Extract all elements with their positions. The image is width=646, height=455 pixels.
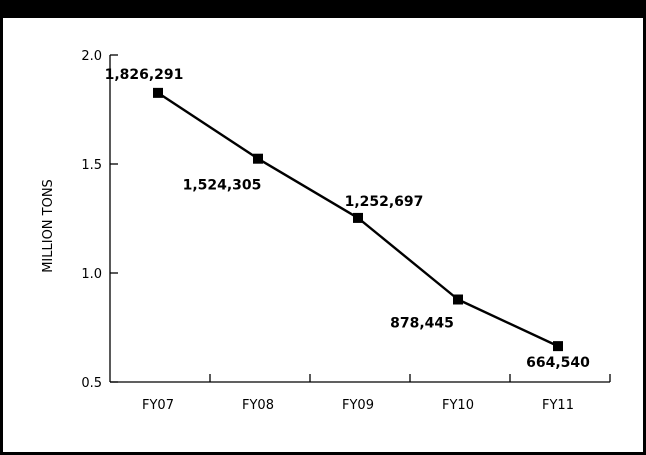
top-bar	[0, 0, 646, 18]
x-tick-label: FY09	[342, 398, 374, 413]
x-tick-label: FY08	[242, 398, 274, 413]
data-point-marker	[553, 341, 563, 352]
data-label: 664,540	[526, 355, 590, 371]
y-ticks: 2.0 1.5 1.0 0.5	[81, 49, 118, 391]
x-tick-label: FY07	[142, 398, 174, 413]
x-tick-label: FY11	[542, 398, 574, 413]
data-label: 1,252,697	[345, 194, 424, 210]
y-tick-label: 0.5	[81, 376, 102, 391]
x-ticks: FY07 FY08 FY09 FY10 FY11	[142, 374, 611, 413]
data-point-marker	[453, 294, 463, 305]
y-tick-label: 1.5	[81, 158, 102, 173]
data-labels: 1,826,291 1,524,305 1,252,697 878,445 664,54…	[105, 67, 591, 371]
axes	[109, 55, 610, 383]
data-label: 1,826,291	[105, 67, 184, 83]
y-tick-label: 1.0	[81, 267, 102, 282]
x-tick-label: FY10	[442, 398, 474, 413]
data-point-marker	[153, 87, 163, 98]
data-label: 1,524,305	[183, 178, 262, 194]
data-label: 878,445	[390, 315, 454, 331]
data-point-marker	[253, 153, 263, 164]
series-group	[153, 87, 563, 352]
data-point-marker	[353, 212, 363, 223]
y-tick-label: 2.0	[81, 49, 102, 64]
y-axis-title: MILLION TONS	[41, 179, 56, 273]
